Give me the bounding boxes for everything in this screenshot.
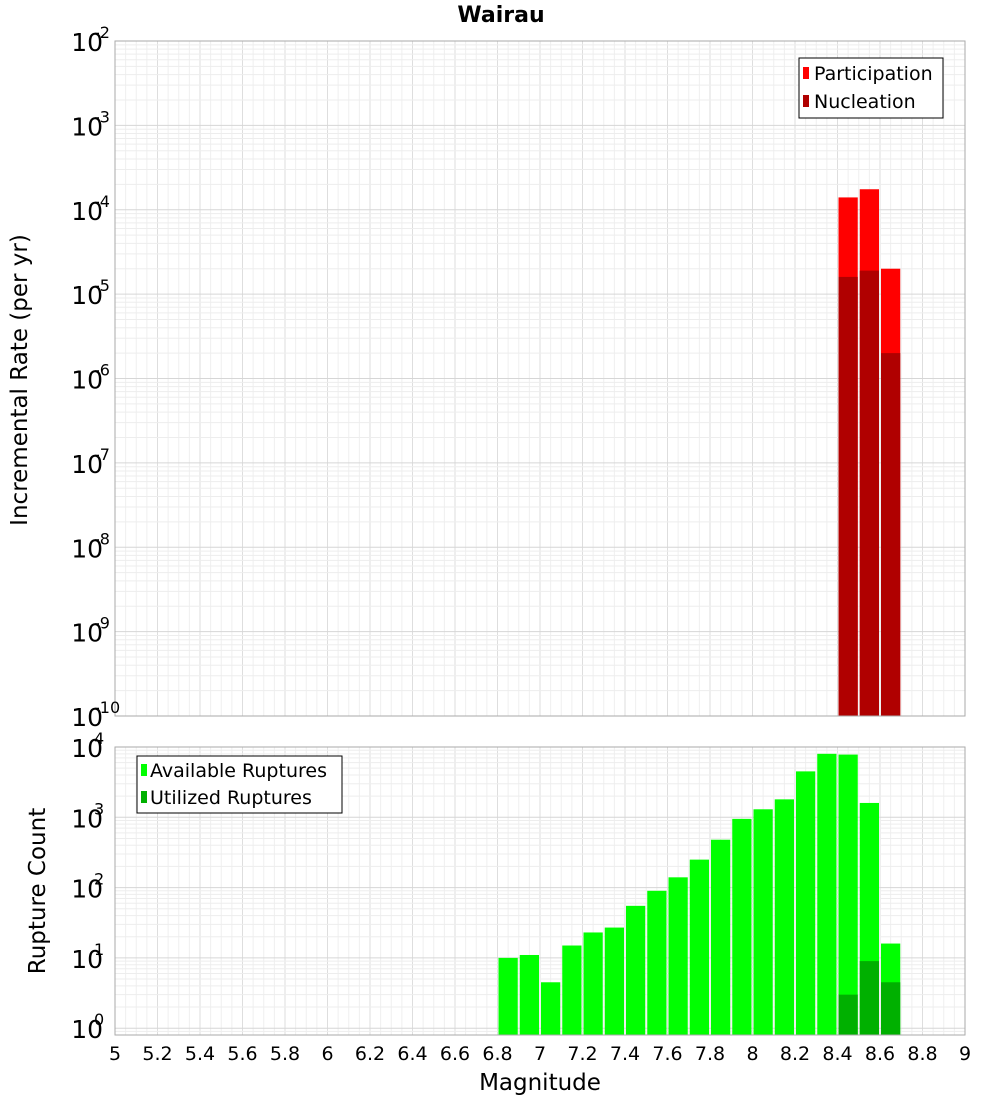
rate-bars: [838, 189, 901, 717]
rate-y-tick-exp: -7: [94, 445, 110, 464]
rate-grid: [114, 41, 966, 717]
x-tick-label: 7: [534, 1043, 546, 1065]
x-tick-label: 6.4: [397, 1043, 427, 1065]
rate-y-axis-label: Incremental Rate (per yr): [7, 234, 33, 526]
count-bar-primary: [774, 799, 794, 1035]
count-legend: Available Ruptures Utilized Ruptures: [136, 755, 343, 814]
count-legend-box: [136, 755, 343, 814]
x-tick-label: 7.2: [567, 1043, 597, 1065]
count-bar-secondary: [838, 994, 858, 1035]
rate-y-tick-base: 10: [71, 450, 103, 479]
count-bar-primary: [753, 809, 773, 1035]
rate-y-tick-base: 10: [71, 28, 103, 57]
count-y-tick-base: 10: [71, 804, 103, 833]
chart-title: Wairau: [457, 3, 544, 28]
count-y-tick-base: 10: [71, 945, 103, 974]
rate-y-tick-exp: -4: [94, 192, 110, 211]
x-tick-label: 5: [109, 1043, 121, 1065]
count-bar-primary: [562, 945, 582, 1035]
legend-label-available: Available Ruptures: [150, 760, 327, 782]
rate-panel: 10-210-310-410-510-610-710-810-910-10 In…: [7, 23, 966, 732]
rate-y-tick-base: 10: [71, 197, 103, 226]
legend-label-nucleation: Nucleation: [814, 91, 916, 113]
rate-y-tick-exp: -6: [94, 361, 110, 380]
x-tick-label: 7.8: [695, 1043, 725, 1065]
count-bar-primary: [519, 954, 539, 1035]
legend-swatch-available: [141, 764, 147, 776]
count-bar-primary: [647, 890, 667, 1035]
count-bars: [498, 753, 901, 1035]
x-tick-label: 8.6: [865, 1043, 895, 1065]
count-bar-primary: [668, 877, 688, 1035]
x-tick-label: 8.8: [907, 1043, 937, 1065]
count-bar-primary: [689, 859, 709, 1035]
count-bar-primary: [541, 982, 561, 1035]
x-tick-label: 8.4: [822, 1043, 852, 1065]
count-bar-primary: [711, 839, 731, 1035]
rate-legend-box: [798, 57, 944, 119]
rate-y-tick-exp: -3: [94, 107, 110, 126]
x-tick-label: 9: [959, 1043, 971, 1065]
count-y-tick-exp: 0: [94, 1010, 104, 1029]
x-tick-label: 8: [746, 1043, 758, 1065]
x-tick-label: 5.4: [185, 1043, 215, 1065]
count-bar-secondary: [881, 982, 901, 1035]
rate-bar-secondary: [881, 353, 901, 716]
count-bar-primary: [796, 771, 816, 1035]
rate-y-tick-exp: -9: [94, 614, 110, 633]
rate-y-tick-base: 10: [71, 281, 103, 310]
rate-y-tick-exp: -5: [94, 276, 110, 295]
count-bar-primary: [838, 754, 858, 1035]
count-y-axis-label: Rupture Count: [25, 808, 51, 974]
count-bar-primary: [626, 905, 646, 1035]
legend-label-utilized: Utilized Ruptures: [150, 787, 312, 809]
rate-legend: Participation Nucleation: [798, 57, 944, 119]
count-bar-primary: [583, 932, 603, 1035]
rate-y-tick-base: 10: [71, 366, 103, 395]
count-bar-secondary: [859, 961, 879, 1035]
rate-y-tick-exp: -2: [94, 23, 110, 42]
count-bar-primary: [498, 957, 518, 1035]
rate-bar-secondary: [859, 270, 879, 716]
legend-swatch-participation: [803, 67, 809, 79]
x-tick-label: 5.2: [142, 1043, 172, 1065]
count-y-tick-exp: 2: [94, 870, 104, 889]
x-tick-label: 5.8: [270, 1043, 300, 1065]
rate-y-tick-base: 10: [71, 703, 103, 732]
count-plot-frame: [114, 746, 966, 1036]
magnitude-x-ticks: 5 5.2 5.4 5.6 5.8 6 6.2 6.4 6.6 6.8 7 7.2 7.4 7.6 7.8 8…: [109, 1043, 971, 1065]
x-tick-label: 6.8: [482, 1043, 512, 1065]
x-tick-label: 6.2: [355, 1043, 385, 1065]
x-tick-label: 6: [321, 1043, 333, 1065]
legend-label-participation: Participation: [814, 63, 933, 85]
rate-bar-secondary: [838, 276, 858, 716]
rate-y-tick-base: 10: [71, 112, 103, 141]
x-axis-label: Magnitude: [479, 1070, 601, 1096]
x-tick-label: 7.6: [652, 1043, 682, 1065]
rate-plot-frame: [114, 40, 966, 717]
x-tick-label: 5.6: [227, 1043, 257, 1065]
rate-y-tick-exp: -8: [94, 529, 110, 548]
count-y-tick-base: 10: [71, 875, 103, 904]
x-tick-label: 8.2: [780, 1043, 810, 1065]
count-y-tick-exp: 3: [94, 799, 104, 818]
count-y-tick-base: 10: [71, 1015, 103, 1044]
count-bar-primary: [732, 818, 752, 1035]
count-y-tick-exp: 1: [94, 940, 104, 959]
rate-y-tick-base: 10: [71, 619, 103, 648]
count-bar-primary: [817, 753, 837, 1035]
x-tick-label: 7.4: [610, 1043, 640, 1065]
x-tick-label: 6.6: [440, 1043, 470, 1065]
legend-swatch-utilized: [141, 791, 147, 803]
rate-y-ticks: 10-210-310-410-510-610-710-810-910-10: [71, 23, 120, 732]
legend-swatch-nucleation: [803, 95, 809, 107]
count-y-tick-base: 10: [71, 734, 103, 763]
count-y-tick-exp: 4: [94, 729, 104, 748]
rate-y-tick-exp: -10: [94, 698, 120, 717]
count-bar-primary: [604, 927, 624, 1035]
rate-y-tick-base: 10: [71, 534, 103, 563]
